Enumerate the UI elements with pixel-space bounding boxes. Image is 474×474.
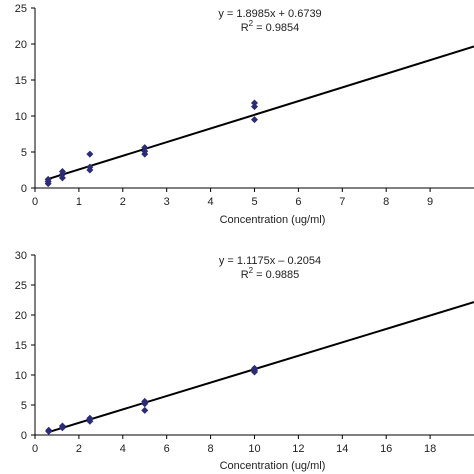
y-tick-label: 5 — [21, 147, 27, 159]
x-tick-label: 9 — [427, 196, 433, 208]
r-squared-value: = 0.9885 — [253, 269, 299, 281]
x-tick-label: 12 — [292, 443, 304, 455]
y-tick-label: 30 — [15, 250, 27, 262]
x-tick-label: 10 — [248, 443, 260, 455]
x-tick-label: 7 — [339, 196, 345, 208]
y-tick-label: 25 — [15, 280, 27, 292]
r-squared-label: R2 = 0.9854 — [241, 19, 300, 34]
x-tick-label: 5 — [251, 196, 257, 208]
trendline-equation: y = 1.8985x + 0.6739 — [218, 8, 321, 20]
x-tick-label: 0 — [32, 196, 38, 208]
y-tick-label: 15 — [15, 75, 27, 87]
x-tick-label: 18 — [424, 443, 436, 455]
r-squared-prefix: R — [241, 269, 249, 281]
data-point — [141, 397, 149, 405]
x-tick-label: 8 — [383, 196, 389, 208]
x-tick-label: 6 — [295, 196, 301, 208]
x-tick-label: 3 — [164, 196, 170, 208]
data-point — [86, 163, 94, 171]
y-tick-label: 0 — [21, 430, 27, 442]
x-axis-title: Concentration (ug/ml) — [220, 460, 326, 472]
data-point — [251, 364, 258, 372]
data-point — [44, 175, 52, 183]
x-axis-title: Concentration (ug/ml) — [220, 214, 326, 226]
data-point — [141, 406, 149, 414]
r-squared-superscript: 2 — [249, 19, 254, 28]
data-point — [86, 150, 94, 158]
x-tick-label: 4 — [120, 443, 126, 455]
x-tick-label: 4 — [208, 196, 214, 208]
data-point — [141, 147, 149, 155]
data-point — [45, 426, 53, 434]
trendline — [46, 301, 474, 434]
x-tick-label: 14 — [336, 443, 348, 455]
r-squared-value: = 0.9854 — [253, 22, 299, 34]
x-tick-label: 6 — [164, 443, 170, 455]
data-point — [58, 167, 66, 175]
y-tick-label: 15 — [15, 340, 27, 352]
r-squared-superscript: 2 — [249, 266, 254, 275]
trendline-equation: y = 1.1175x – 0.2054 — [219, 255, 321, 267]
x-tick-label: 0 — [32, 443, 38, 455]
y-tick-label: 20 — [15, 39, 27, 51]
data-point — [251, 99, 258, 107]
r-squared-prefix: R — [241, 22, 249, 34]
data-point — [251, 103, 258, 111]
data-point — [58, 422, 66, 430]
data-point — [141, 144, 149, 152]
x-tick-label: 8 — [208, 443, 214, 455]
x-tick-label: 2 — [76, 443, 82, 455]
y-tick-label: 10 — [15, 111, 27, 123]
y-tick-label: 25 — [15, 3, 27, 15]
chart-panel-2: 0 5 10 15 20 25 30 0 2 4 6 8 10 12 14 16 18 Concentration… — [15, 250, 474, 472]
chart-panel-1: 0 5 10 15 20 25 0 1 2 3 4 5 6 7 8 9 Concentration (ug/ml… — [15, 3, 474, 226]
x-tick-label: 2 — [120, 196, 126, 208]
trendline — [45, 45, 474, 181]
data-point — [86, 414, 94, 422]
x-tick-label: 1 — [76, 196, 82, 208]
y-tick-label: 5 — [21, 400, 27, 412]
r-squared-label: R2 = 0.9885 — [241, 266, 300, 281]
data-point — [251, 116, 258, 124]
data-point — [58, 174, 66, 182]
y-tick-label: 20 — [15, 310, 27, 322]
y-tick-label: 0 — [21, 183, 27, 195]
x-tick-label: 16 — [380, 443, 392, 455]
y-tick-label: 10 — [15, 370, 27, 382]
